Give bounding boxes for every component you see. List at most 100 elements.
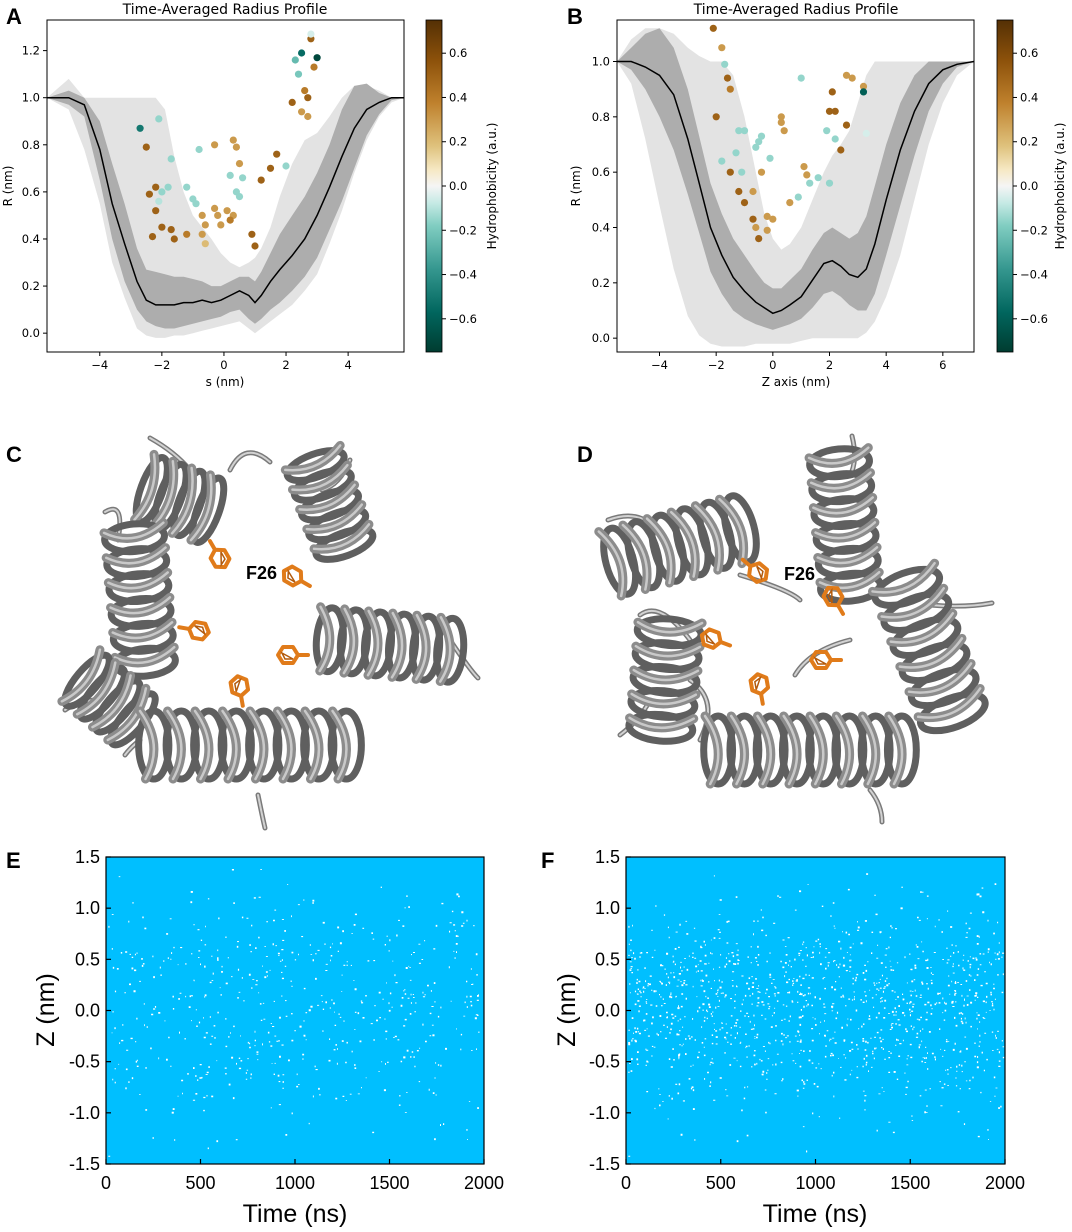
chart-b-point	[797, 74, 805, 82]
chart-b-frame	[616, 19, 975, 353]
panel-d-phe-2-ring	[821, 585, 845, 608]
chart-b-point	[766, 154, 774, 162]
panel-c-phe-5	[228, 674, 251, 708]
colorbar-a-tick-label: 0.4	[449, 90, 467, 104]
chart-a-point	[198, 230, 206, 238]
chart-a-point	[273, 150, 281, 158]
chart-a-point	[170, 235, 178, 243]
panel-c-helix-5-turn-highlight	[60, 648, 102, 703]
panel-c-helix-6-turn-highlight	[193, 709, 211, 781]
panel-d-helix-5	[700, 711, 920, 789]
chart-b-point	[755, 235, 763, 243]
chart-b-point	[842, 121, 851, 129]
chart-e-background	[106, 857, 484, 1164]
chart-e-white-gaps	[108, 869, 480, 1157]
chart-e-ylabel: Z (nm)	[32, 973, 60, 1047]
panel-d-helix-1-turn-highlight	[621, 523, 649, 591]
chart-b-ytick-label: 0.0	[592, 331, 610, 345]
panel-d-phe-3-ring-shade	[705, 632, 716, 645]
colorbar-b-tick-label: −0.4	[1020, 268, 1048, 282]
panel-d-helix-5-turn-highlight	[835, 714, 851, 786]
chart-a-point	[192, 200, 200, 208]
panel-d-helix-4-turn-highlight	[632, 668, 700, 682]
panel-d-helix-4-turn-back	[625, 710, 697, 745]
chart-e-xtick-label: 1500	[369, 1173, 409, 1193]
panel-letter-d: D	[577, 442, 593, 467]
colorbar-b-ramp	[996, 19, 1014, 353]
panel-d-helix-3	[868, 558, 989, 735]
chart-a-ylabel: R (nm)	[1, 166, 15, 207]
panel-c-helix-5-turn-highlight	[75, 661, 117, 716]
panel-d-phe-2	[821, 585, 845, 616]
panel-d-helix-4	[625, 615, 707, 745]
panel-c-helix-4-turn-highlight	[390, 611, 404, 679]
chart-a-xtick-label: −4	[91, 358, 108, 372]
panel-d-helix-2-turn-highlight	[814, 521, 877, 540]
chart-a-point	[198, 211, 206, 219]
chart-b-point	[723, 74, 732, 82]
panel-c-helix-3-turn-highlight	[107, 571, 169, 590]
panel-d-helix-5-turn-back	[883, 712, 920, 788]
chart-e-xtick-label: 500	[185, 1173, 215, 1193]
panel-c-helix-6-turn-highlight	[166, 709, 183, 781]
chart-b-ytick-label: 0.8	[592, 110, 610, 124]
chart-a-point	[232, 143, 240, 151]
chart-f-ytick-label: 1.5	[595, 847, 620, 867]
chart-a-ytick-label: 0.0	[22, 326, 40, 340]
chart-a-point	[167, 226, 175, 234]
chart-b-point	[721, 60, 729, 68]
chart-b-band-outer	[617, 28, 974, 347]
chart-a-point	[235, 160, 244, 168]
chart-a-xlabel: s (nm)	[206, 375, 245, 389]
chart-f-ytick-label: -0.5	[589, 1052, 620, 1072]
chart-a-point	[145, 190, 153, 198]
panel-c-helix-4-turn-highlight	[366, 609, 380, 677]
chart-a-point	[164, 183, 172, 191]
chart-a-point	[152, 183, 160, 191]
chart-b-point	[726, 168, 734, 176]
colorbar-b-tick-label: 0.2	[1020, 135, 1038, 149]
chart-b-point	[735, 187, 743, 196]
chart-b-point	[831, 107, 839, 115]
panel-c-phe-5-ring-shade	[234, 677, 242, 692]
panel-d-helix-5-turn-highlight	[861, 714, 878, 786]
colorbar-a: 0.6 0.4 0.2 0.0 −0.2 −0.4 −0.6 Hydrophobicity …	[425, 19, 499, 353]
chart-b-point	[749, 187, 757, 196]
water-z-chart-f: 0 500 1000 1500 2000 1.5 1.0 0.5 0.0 -0.5 -1.0 -1.5…	[553, 847, 1025, 1228]
colorbar-a-label: Hydrophobicity (a.u.)	[485, 123, 499, 250]
chart-b-point	[842, 71, 851, 79]
panel-c-helix-5-turn-highlight	[91, 674, 132, 729]
panel-c-helix-1	[130, 449, 228, 546]
panel-c-phe-5-ring	[228, 674, 251, 698]
panel-c-helix-2-turn-highlight	[291, 463, 349, 492]
panel-d-phe-4-ring-shade	[813, 656, 827, 665]
chart-e-ytick-label: 0.0	[75, 1001, 100, 1021]
chart-f-xtick-label: 1000	[795, 1173, 835, 1193]
chart-a-point	[211, 141, 219, 149]
chart-b-point	[848, 74, 856, 82]
chart-a-xtick-label: 0	[220, 358, 227, 372]
panel-d-phe-5-ring	[748, 672, 771, 696]
chart-a-ytick-label: 0.4	[22, 232, 40, 246]
colorbar-a-tick-label: 0.6	[449, 46, 467, 60]
chart-a-xtick-label: 2	[282, 358, 289, 372]
chart-a-point	[229, 136, 237, 144]
chart-b-ylabel: R (nm)	[569, 166, 583, 207]
panel-d-helix-3-turn-highlight	[907, 662, 973, 694]
panel-c-phe-4-ring-shade	[280, 651, 294, 660]
chart-b-point	[828, 88, 836, 96]
panel-c-helix-4-turn-highlight	[414, 613, 428, 681]
chart-a-point	[235, 193, 244, 201]
chart-b-point	[803, 171, 811, 179]
panel-c-helix-6-turn-back	[327, 707, 365, 783]
chart-a-title: Time-Averaged Radius Profile	[122, 2, 328, 18]
chart-a-ytick-label: 0.8	[22, 138, 40, 152]
panel-c-helix-6-turn-highlight	[248, 709, 266, 781]
panel-d-helix-3-turn-highlight	[889, 612, 955, 644]
panel-d-phe-2-ring-shade	[827, 587, 833, 604]
chart-a-point	[183, 230, 191, 238]
chart-a-point	[304, 112, 312, 121]
chart-a-point	[226, 171, 234, 179]
chart-b-xtick-label: 2	[826, 358, 833, 372]
chart-b-point	[752, 143, 760, 151]
